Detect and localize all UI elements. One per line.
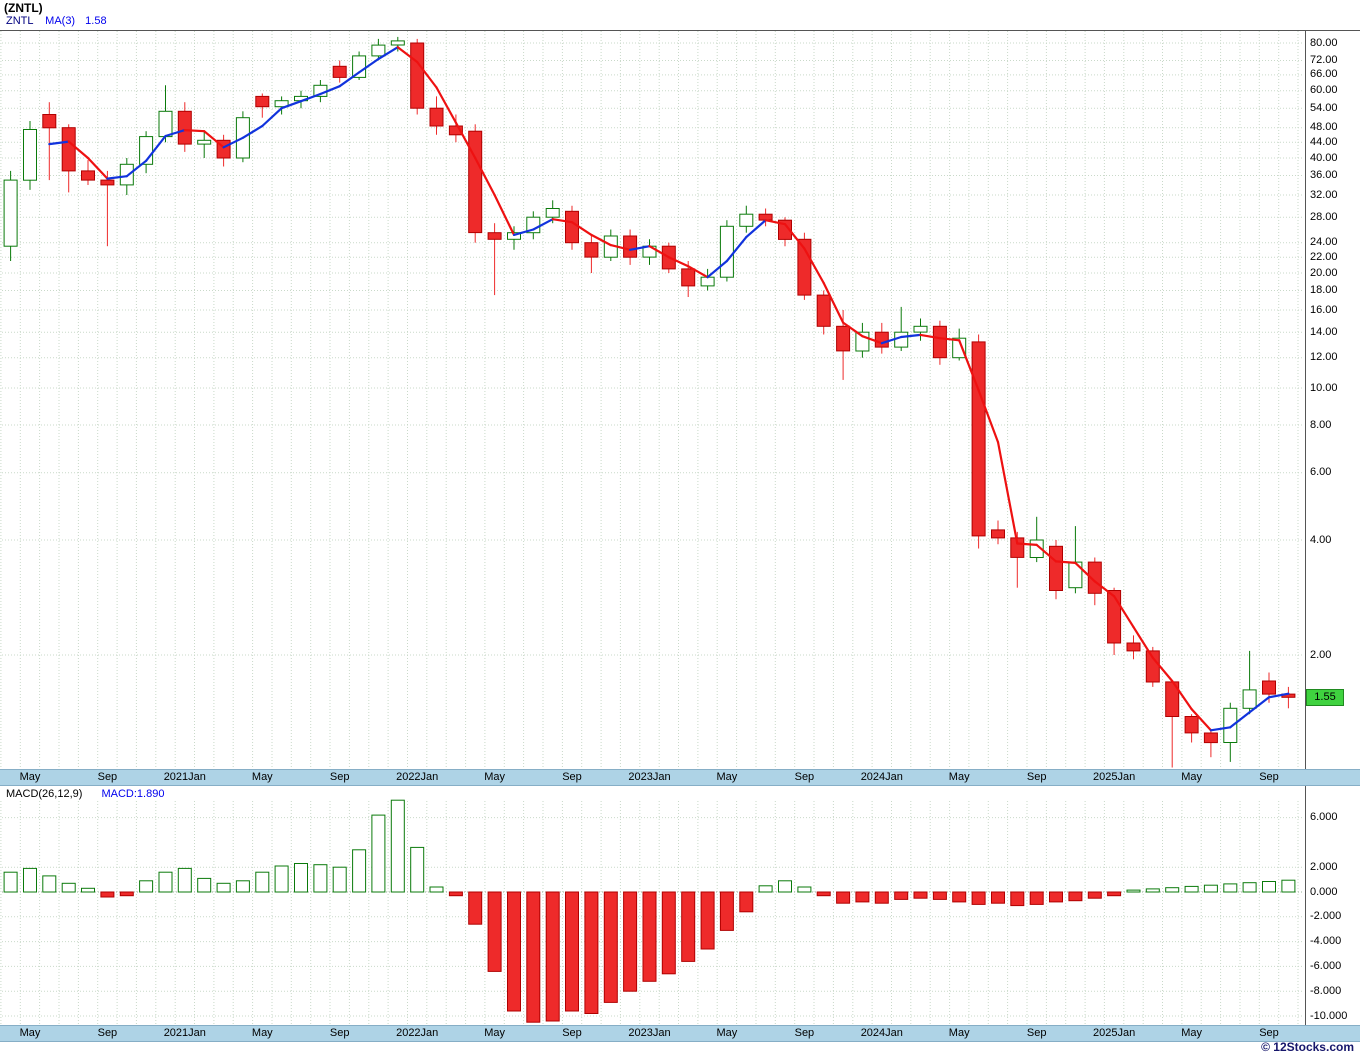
macd-chart-canvas: [0, 786, 1306, 1025]
time-axis-label: May: [1181, 771, 1202, 783]
time-axis-label: May: [484, 1027, 505, 1039]
price-tick-label: 14.00: [1310, 325, 1338, 338]
watermark-text: © 12Stocks.com: [1261, 1040, 1354, 1054]
time-axis-label: May: [1181, 1027, 1202, 1039]
time-axis-label: 2023Jan: [628, 1027, 671, 1039]
macd-tick-label: 0.000: [1310, 885, 1338, 898]
time-axis-top: May Sep 2021Jan May Sep 2022Jan May Sep 2023Jan M…: [0, 769, 1360, 786]
macd-tick-label: -6.000: [1310, 959, 1342, 972]
ma-legend-label: MA(3): [45, 15, 76, 27]
time-axis-label: Sep: [1026, 771, 1047, 783]
price-tick-label: 20.00: [1310, 266, 1338, 279]
time-axis-label: Sep: [329, 1027, 350, 1039]
price-tick-label: 2.00: [1310, 648, 1332, 661]
time-axis-label: Sep: [329, 771, 350, 783]
time-axis-label: May: [251, 771, 273, 783]
price-tick-label: 54.00: [1310, 101, 1338, 114]
time-axis-label: Sep: [97, 1027, 118, 1039]
watermark: © 12Stocks.com: [1261, 1040, 1354, 1054]
price-tick-label: 72.00: [1310, 54, 1338, 66]
time-axis-label: May: [948, 771, 970, 783]
time-axis-label: May: [251, 1027, 273, 1039]
price-tick-label: 60.00: [1310, 84, 1338, 97]
price-tick-label: 4.00: [1310, 533, 1332, 546]
macd-legend: MACD(26,12,9) MACD:1.890: [6, 788, 164, 800]
time-axis-bottom: May Sep 2021Jan May Sep 2022Jan May Sep 2023Jan M…: [0, 1025, 1360, 1042]
macd-value-label: MACD:1.890: [101, 788, 165, 800]
time-axis-label: 2025Jan: [1092, 1027, 1136, 1039]
time-axis-label: 2021Jan: [163, 1027, 206, 1039]
price-tick-label: 36.00: [1310, 169, 1338, 181]
price-tick-label: 80.00: [1310, 36, 1338, 49]
macd-tick-label: -10.000: [1310, 1009, 1348, 1022]
price-tick-label: 6.00: [1310, 466, 1332, 479]
time-axis-label: 2024Jan: [860, 771, 903, 783]
time-axis-label: Sep: [794, 1027, 815, 1039]
time-axis-label: 2025Jan: [1092, 771, 1136, 783]
price-legend: ZNTL MA(3) 1.58: [6, 15, 107, 27]
macd-tick-label: 2.000: [1310, 860, 1338, 873]
time-axis-label: Sep: [794, 771, 815, 783]
time-axis-label: 2024Jan: [860, 1027, 903, 1039]
price-tick-label: 10.00: [1310, 381, 1338, 394]
time-axis-label: May: [484, 771, 505, 783]
symbol-label: ZNTL: [6, 15, 34, 27]
time-axis-label: Sep: [1259, 1027, 1279, 1039]
price-tick-label: 18.00: [1310, 284, 1338, 296]
time-axis-label: 2021Jan: [163, 771, 206, 783]
macd-tick-label: -4.000: [1310, 935, 1342, 948]
macd-axis: 6.000 2.000 0.000 -2.000 -4.000 -6.000 -8.000 -…: [1307, 786, 1360, 1056]
current-price-badge: 1.55: [1306, 689, 1344, 707]
time-axis-label: May: [716, 1027, 738, 1039]
macd-tick-label: -8.000: [1310, 984, 1342, 997]
time-axis-label: Sep: [1026, 1027, 1047, 1039]
time-axis-label: Sep: [1259, 771, 1279, 783]
chart-title: (ZNTL): [4, 1, 43, 15]
price-tick-label: 48.00: [1310, 121, 1338, 134]
time-axis-label: May: [948, 1027, 970, 1039]
macd-tick-label: 6.000: [1310, 811, 1338, 824]
price-tick-label: 66.00: [1310, 68, 1338, 81]
time-axis-label: Sep: [562, 771, 582, 783]
price-tick-label: 44.00: [1310, 135, 1338, 148]
macd-params-label: MACD(26,12,9): [6, 788, 83, 800]
time-axis-label: 2023Jan: [628, 771, 671, 783]
price-tick-label: 24.00: [1310, 236, 1338, 249]
macd-tick-label: -2.000: [1310, 910, 1342, 923]
price-tick-label: 8.00: [1310, 418, 1332, 431]
time-axis-label: 2022Jan: [396, 771, 439, 783]
price-axis: 80.00 72.00 66.00 60.00 54.00 48.00 44.00 40.00…: [1307, 0, 1360, 786]
price-chart-canvas: [0, 30, 1360, 769]
price-tick-label: 16.00: [1310, 303, 1338, 316]
time-axis-label: Sep: [562, 1027, 582, 1039]
time-axis-label: 2022Jan: [396, 1027, 439, 1039]
time-axis-label: May: [716, 771, 738, 783]
time-axis-label: May: [19, 1027, 41, 1039]
time-axis-label: May: [19, 771, 41, 783]
price-tick-label: 22.00: [1310, 250, 1338, 263]
time-axis-label: Sep: [97, 771, 118, 783]
price-tick-label: 28.00: [1310, 210, 1338, 223]
price-tick-label: 12.00: [1310, 351, 1338, 364]
price-tick-label: 40.00: [1310, 151, 1338, 164]
price-tick-label: 32.00: [1310, 188, 1338, 201]
ma-legend-value: 1.58: [85, 15, 107, 27]
